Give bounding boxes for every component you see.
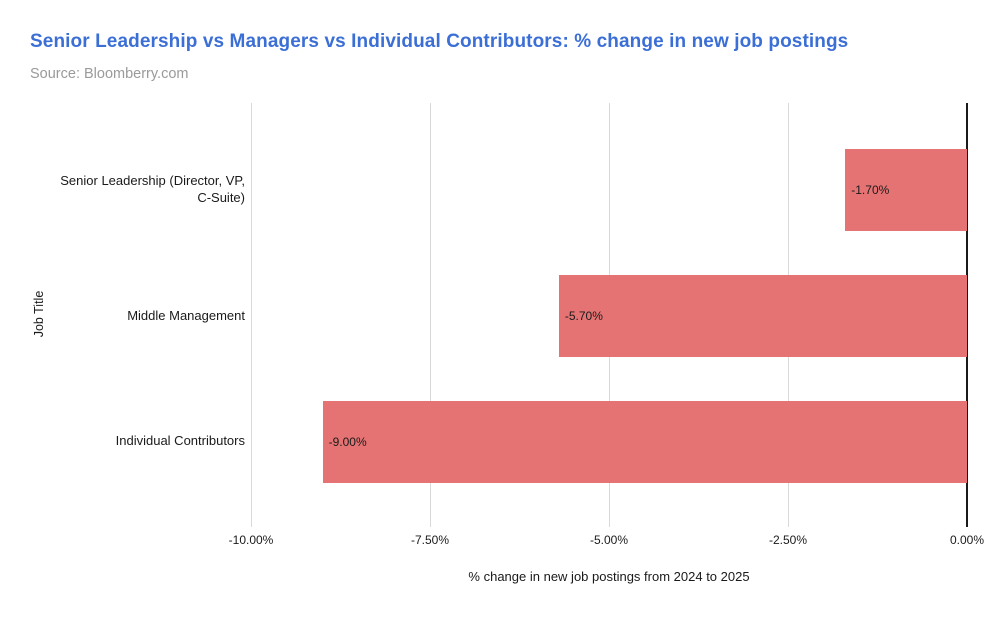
category-label: Individual Contributors <box>115 433 245 449</box>
category-label: Middle Management <box>127 307 245 323</box>
x-axis-title: % change in new job postings from 2024 t… <box>468 569 750 584</box>
x-tick-label: -10.00% <box>228 533 274 547</box>
x-tick-label: -7.50% <box>410 533 450 547</box>
bar-value-label: -1.70% <box>851 182 890 197</box>
chart-title: Senior Leadership vs Managers vs Individ… <box>30 31 849 52</box>
category-label: Senior Leadership (Director, VP, C-Suite… <box>60 172 245 205</box>
x-tick-label: 0.00% <box>949 533 985 547</box>
zero-axis-line <box>966 103 968 527</box>
chart-bar: -1.70% <box>845 148 967 231</box>
gridline <box>430 103 431 527</box>
x-tick-label: -5.00% <box>589 533 629 547</box>
y-axis-title: Job Title <box>32 290 46 338</box>
bar-value-label: -5.70% <box>564 309 603 324</box>
chart-bar: -9.00% <box>322 400 967 483</box>
bar-value-label: -9.00% <box>328 434 367 449</box>
chart-subtitle: Source: Bloomberry.com <box>30 66 189 82</box>
x-tick-label: -2.50% <box>768 533 808 547</box>
gridline <box>251 103 252 527</box>
chart-bar: -5.70% <box>558 275 967 358</box>
